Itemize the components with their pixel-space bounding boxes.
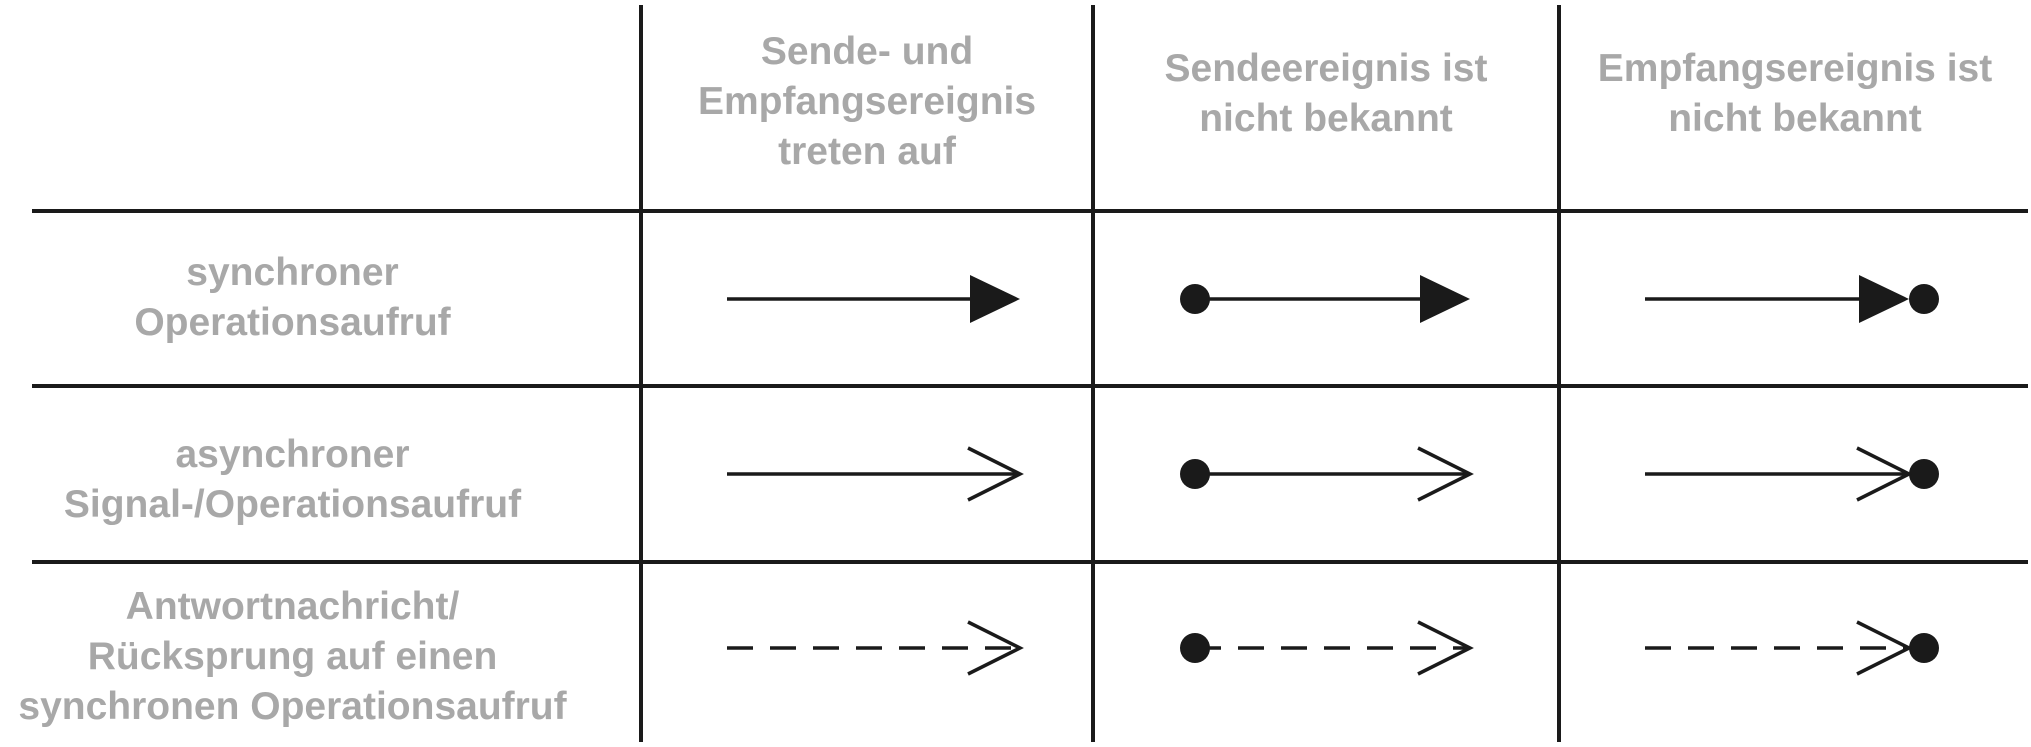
arrows-layer	[727, 275, 1939, 676]
row-header-synchronous: synchroner Operationsaufruf	[0, 248, 585, 348]
open-arrowhead	[1417, 446, 1474, 502]
row-header-reply: Antwortnachricht/ Rücksprung auf einen s…	[0, 582, 585, 732]
column-header-both-events: Sende- und Empfangsereignis treten auf	[641, 27, 1093, 177]
column-header-line: Empfangsereignis	[697, 80, 1037, 123]
open-arrowhead	[967, 446, 1024, 502]
filled-arrowhead	[1420, 275, 1470, 323]
column-header-send-unknown: Sendeereignis ist nicht bekannt	[1093, 44, 1559, 144]
row-header-line: synchronen Operationsaufruf	[18, 685, 567, 728]
column-header-receive-unknown: Empfangsereignis ist nicht bekannt	[1559, 44, 2031, 144]
row-header-line: Signal-/Operationsaufruf	[63, 483, 522, 526]
receive-event-dot	[1909, 284, 1939, 314]
column-header-line: Sendeereignis ist	[1164, 47, 1488, 90]
receive-event-dot	[1909, 633, 1939, 663]
row-header-line: Operationsaufruf	[134, 301, 451, 344]
column-header-line: Empfangsereignis ist	[1597, 47, 1993, 90]
open-arrowhead	[1856, 620, 1913, 676]
row-header-line: Rücksprung auf einen	[87, 635, 498, 678]
row-header-asynchronous: asynchroner Signal-/Operationsaufruf	[0, 430, 585, 530]
column-header-line: treten auf	[778, 130, 956, 173]
receive-event-dot	[1909, 459, 1939, 489]
row-header-line: synchroner	[186, 251, 399, 294]
open-arrowhead	[1856, 446, 1913, 502]
column-header-line: Sende- und	[760, 30, 974, 73]
filled-arrowhead	[1859, 275, 1909, 323]
row-header-line: Antwortnachricht/	[125, 585, 460, 628]
table-grid	[32, 5, 2028, 742]
column-header-line: nicht bekannt	[1668, 97, 1922, 140]
open-arrowhead	[967, 620, 1024, 676]
open-arrowhead	[1417, 620, 1474, 676]
filled-arrowhead	[970, 275, 1020, 323]
row-header-line: asynchroner	[175, 433, 410, 476]
column-header-line: nicht bekannt	[1199, 97, 1453, 140]
